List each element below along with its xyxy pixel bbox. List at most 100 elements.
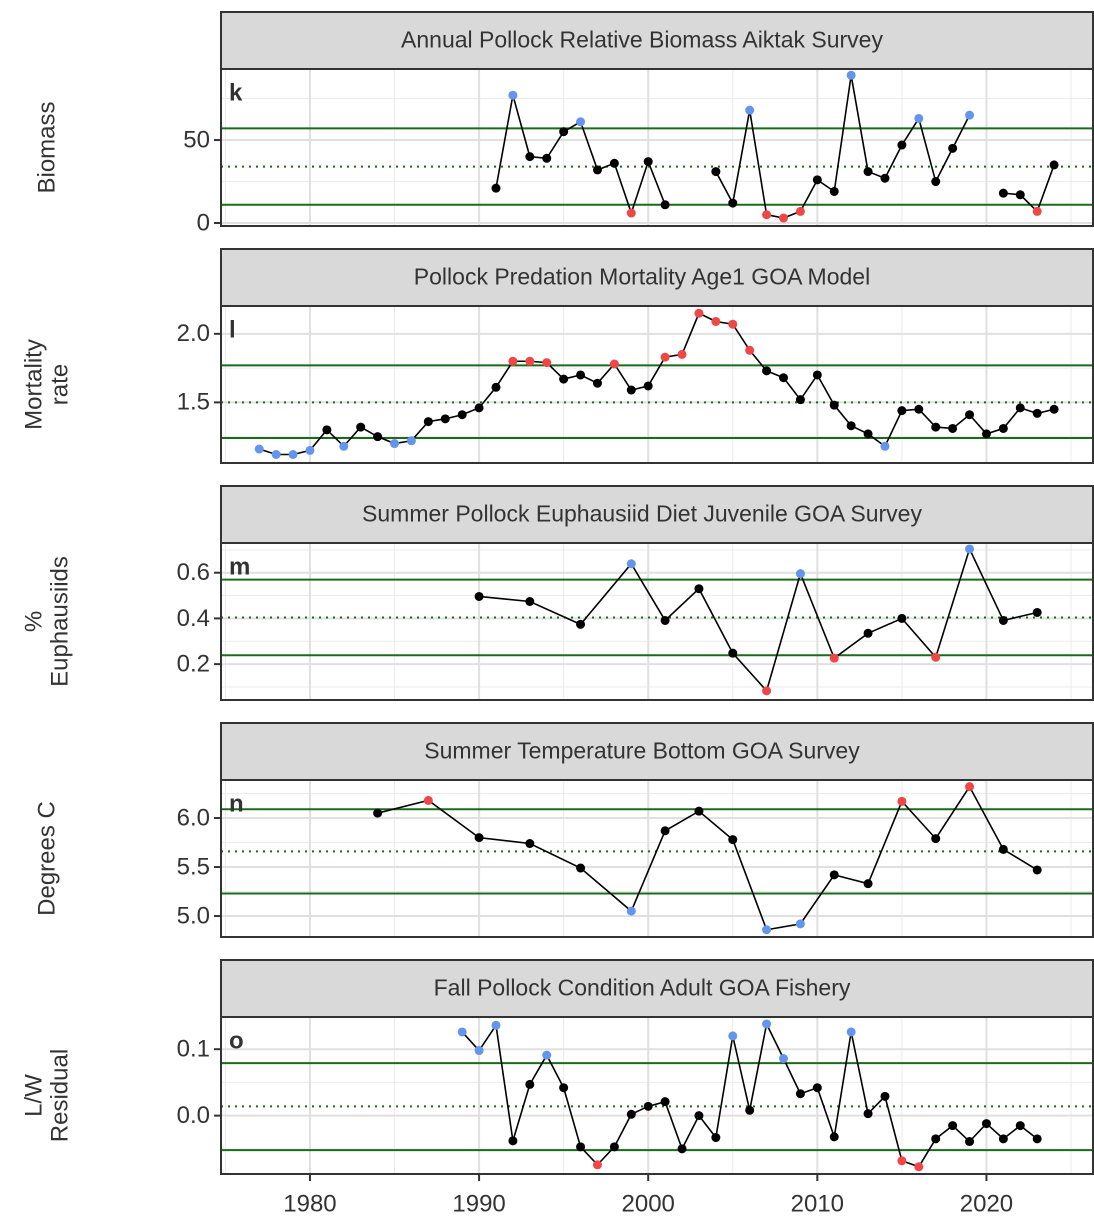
x-tick-label: 1980: [283, 1190, 336, 1217]
data-point: [931, 422, 941, 432]
data-point: [863, 1109, 873, 1119]
data-point: [390, 439, 400, 449]
plot-background: [221, 543, 1093, 700]
data-point: [1015, 403, 1025, 413]
data-point: [626, 559, 636, 569]
y-axis-label: %: [20, 611, 47, 632]
data-point: [677, 1144, 687, 1154]
plot-frame: [220, 305, 1094, 464]
data-point: [254, 444, 264, 454]
panel-title: Annual Pollock Relative Biomass Aiktak S…: [401, 27, 883, 53]
panel-title: Pollock Predation Mortality Age1 GOA Mod…: [414, 264, 870, 290]
data-point: [626, 906, 636, 916]
data-point: [965, 410, 975, 420]
data-point: [745, 1105, 755, 1115]
data-point: [728, 1031, 738, 1041]
strip: [220, 485, 1094, 544]
y-tick-label: 50: [183, 126, 210, 153]
plot-background: [221, 780, 1093, 937]
data-point: [457, 1027, 467, 1037]
data-point: [829, 1132, 839, 1142]
data-point: [728, 835, 738, 845]
data-point: [576, 1142, 586, 1152]
data-point: [474, 403, 484, 413]
data-point: [711, 1133, 721, 1143]
data-point: [897, 796, 907, 806]
strip: [220, 248, 1094, 307]
data-point: [931, 652, 941, 662]
data-point: [677, 349, 687, 359]
data-point: [643, 381, 653, 391]
panel-label: l: [229, 316, 236, 343]
data-point: [609, 158, 619, 168]
data-point: [322, 425, 332, 435]
data-point: [559, 374, 569, 384]
plot-frame: [220, 1016, 1094, 1175]
data-point: [965, 782, 975, 792]
data-point: [1015, 1121, 1025, 1131]
panel-title: Fall Pollock Condition Adult GOA Fishery: [434, 975, 851, 1001]
data-point: [525, 152, 535, 162]
data-point: [914, 1162, 924, 1172]
strip: [220, 959, 1094, 1018]
data-point: [762, 366, 772, 376]
data-point: [609, 359, 619, 369]
y-axis-label: Degrees C: [33, 801, 60, 916]
data-point: [525, 597, 535, 607]
data-point: [1049, 404, 1059, 414]
data-point: [965, 110, 975, 120]
data-point: [812, 175, 822, 185]
data-point: [694, 806, 704, 816]
data-point: [440, 414, 450, 424]
y-tick-label: 0: [197, 209, 210, 236]
data-point: [525, 356, 535, 366]
data-point: [356, 422, 366, 432]
data-point: [762, 686, 772, 696]
y-axis-label: Biomass: [33, 101, 60, 193]
data-point: [914, 404, 924, 414]
panel-label: m: [229, 553, 250, 580]
y-tick-label: 0.2: [177, 650, 210, 677]
data-point: [846, 1027, 856, 1037]
data-point: [829, 186, 839, 196]
y-tick-label: 0.0: [177, 1102, 210, 1129]
data-point: [812, 1083, 822, 1093]
data-point: [626, 208, 636, 218]
data-point: [779, 1054, 789, 1064]
data-point: [559, 1083, 569, 1093]
data-point: [423, 795, 433, 805]
data-point: [592, 378, 602, 388]
data-point: [474, 1046, 484, 1056]
data-point: [474, 591, 484, 601]
y-axis-label: Euphausiids: [46, 556, 73, 687]
data-point: [998, 423, 1008, 433]
strip: [220, 722, 1094, 781]
data-point: [1032, 408, 1042, 418]
data-point: [981, 1119, 991, 1129]
data-point: [660, 615, 670, 625]
data-point: [863, 429, 873, 439]
data-point: [660, 352, 670, 362]
data-point: [373, 808, 383, 818]
data-point: [812, 370, 822, 380]
data-point: [880, 173, 890, 183]
data-point: [745, 345, 755, 355]
data-point: [880, 441, 890, 451]
data-point: [897, 140, 907, 150]
data-point: [846, 70, 856, 80]
data-point: [728, 319, 738, 329]
y-tick-label: 5.0: [177, 902, 210, 929]
data-point: [795, 569, 805, 579]
data-point: [288, 449, 298, 459]
x-tick-label: 2020: [960, 1190, 1013, 1217]
data-point: [491, 183, 501, 193]
data-point: [965, 544, 975, 554]
data-point: [897, 613, 907, 623]
data-point: [542, 1050, 552, 1060]
data-point: [795, 395, 805, 405]
data-point: [559, 127, 569, 137]
data-point: [914, 113, 924, 123]
data-point: [711, 167, 721, 177]
data-point: [694, 1111, 704, 1121]
